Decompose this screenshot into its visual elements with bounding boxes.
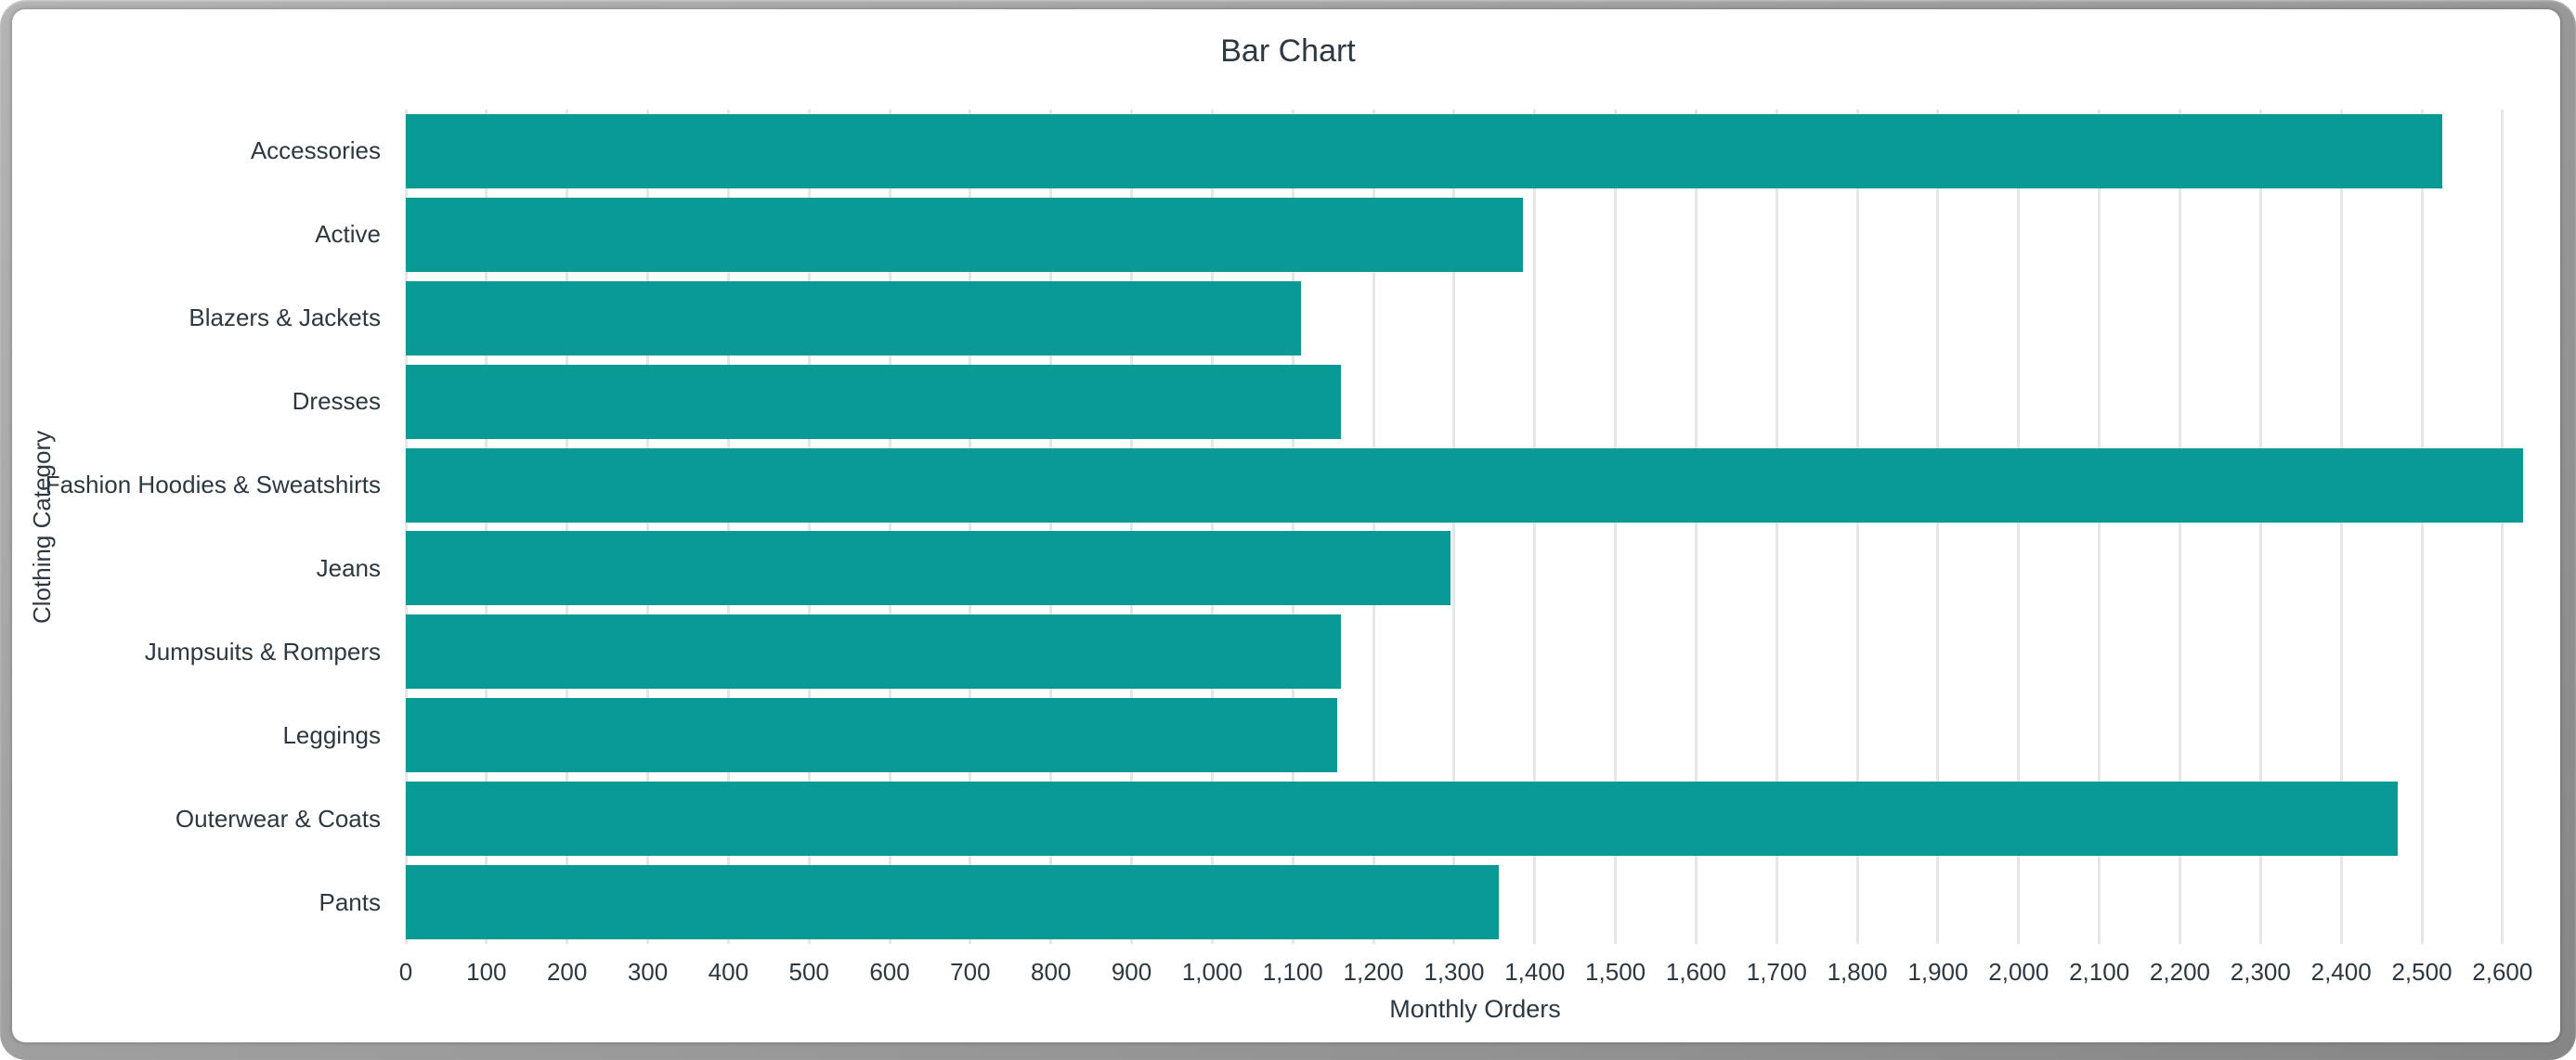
y-axis-label: Blazers & Jackets [189,304,381,332]
x-tick-label: 300 [627,958,669,986]
bar-jumpsuits-rompers[interactable] [406,614,1342,690]
bar-leggings[interactable] [406,698,1337,773]
x-tick-label: 1,600 [1665,958,1726,986]
gridline [2098,110,2101,944]
bar-blazers-jackets[interactable] [406,280,1301,355]
x-tick-label: 800 [1031,958,1072,986]
x-tick-label: 500 [788,958,829,986]
gridline [2178,110,2181,944]
x-tick-label: 2,400 [2310,958,2372,986]
y-axis-label: Leggings [282,720,381,749]
bar-pants[interactable] [406,865,1499,940]
gridline [1855,110,1859,944]
x-tick-label: 1,000 [1181,958,1242,986]
y-axis-label: Pants [319,887,382,916]
y-axis-label: Outerwear & Coats [175,804,381,833]
bar-fashion-hoodies-sweatshirts[interactable] [406,447,2523,523]
x-tick-label: 200 [546,958,588,986]
bar-dresses[interactable] [406,364,1342,439]
bar-active[interactable] [406,197,1523,272]
gridlines [404,110,2544,944]
x-tick-label: 1,900 [1907,958,1969,986]
gridline [969,110,972,944]
x-tick-label: 1,800 [1827,958,1888,986]
gridline [807,110,811,944]
bar-outerwear-coats[interactable] [406,782,2398,857]
gridline [485,110,488,944]
gridline [2017,110,2021,944]
x-axis-ticks: 0 100 200 300 400 500 600 700 800 900 1,000 1,100 1,… [399,958,2544,989]
gridline [1533,110,1537,944]
gridline [2420,110,2424,944]
x-tick-label: 2,600 [2472,958,2533,986]
gridline [2258,110,2262,944]
gridline [566,110,569,944]
x-tick-label: 2,000 [1988,958,2049,986]
y-axis-label: Fashion Hoodies & Sweatshirts [45,471,381,499]
gridline [888,110,891,944]
x-tick-label: 0 [398,958,413,986]
x-tick-label: 1,700 [1746,958,1807,986]
x-tick-label: 1,500 [1585,958,1646,986]
x-tick-label: 600 [869,958,910,986]
x-tick-label: 1,100 [1262,958,1323,986]
y-axis-label: Jeans [316,553,381,582]
x-tick-label: 400 [708,958,749,986]
x-tick-label: 1,300 [1424,958,1485,986]
gridline [1614,110,1618,944]
y-axis-label: Jumpsuits & Rompers [144,637,381,666]
y-axis-label: Accessories [250,136,381,165]
gridline [1936,110,1940,944]
gridline [1775,110,1778,944]
x-tick-label: 700 [950,958,991,986]
gridline [1694,110,1698,944]
y-axis-labels: Accessories Active Blazers & Jackets Dresse… [0,110,381,944]
x-tick-label: 2,300 [2230,958,2291,986]
x-axis-title: Monthly Orders [1389,995,1561,1023]
gridline [1291,110,1295,944]
chart-title: Bar Chart [1220,33,1356,69]
x-tick-label: 900 [1111,958,1152,986]
gridline [404,110,408,944]
gridline [1372,110,1375,944]
gridline [2339,110,2343,944]
y-axis-label: Dresses [292,387,381,416]
x-tick-label: 2,500 [2391,958,2452,986]
gridline [646,110,650,944]
bar-jeans[interactable] [406,531,1451,606]
y-axis-label: Active [315,220,381,249]
x-tick-label: 1,400 [1504,958,1566,986]
gridline [1130,110,1134,944]
gridline [1049,110,1053,944]
bar-accessories[interactable] [406,113,2442,188]
gridline [726,110,730,944]
bar-series [406,110,2544,944]
gridline [1210,110,1214,944]
x-tick-label: 1,200 [1343,958,1404,986]
plot-area [404,110,2544,944]
x-tick-label: 100 [466,958,507,986]
x-tick-label: 2,200 [2149,958,2211,986]
gridline [1452,110,1456,944]
x-tick-label: 2,100 [2069,958,2130,986]
gridline [2501,110,2504,944]
